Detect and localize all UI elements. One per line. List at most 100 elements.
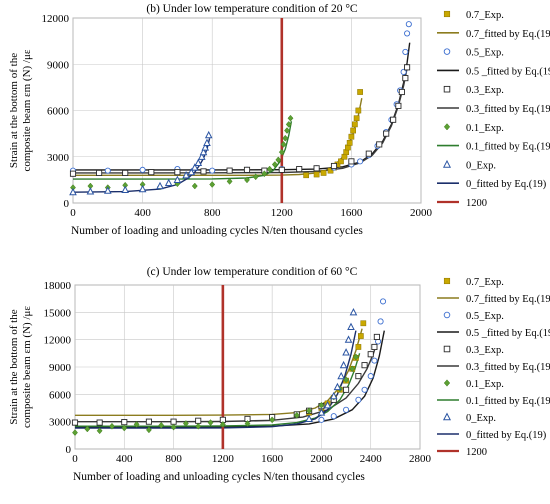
data-point (383, 130, 390, 137)
data-point (187, 167, 196, 176)
legend-label: 0.7_Exp. (466, 10, 504, 21)
data-point (252, 173, 259, 181)
data-point (138, 184, 147, 193)
y-tick-label: 12000 (42, 13, 70, 25)
y-tick-label: 9000 (47, 59, 70, 71)
legend-label: 0.7_fitted by Eq.(19) (466, 29, 550, 40)
data-point (395, 102, 402, 109)
legend-label: 0.7_Exp. (466, 277, 504, 288)
y-tick-label: 3000 (47, 152, 70, 164)
legend-marker (443, 379, 451, 387)
data-point (84, 425, 91, 433)
data-point (96, 427, 103, 435)
y-tick-label: 12000 (44, 335, 72, 347)
data-point (269, 416, 276, 424)
data-point (182, 170, 190, 179)
data-point (282, 134, 289, 142)
data-point (203, 138, 211, 146)
data-point (350, 127, 356, 134)
data-point (133, 421, 140, 428)
legend-label: 0.5_Exp. (466, 311, 504, 322)
data-point (284, 127, 290, 134)
data-point (109, 422, 115, 430)
data-point (390, 116, 397, 123)
y-tick-label: 0 (66, 444, 72, 456)
data-point (367, 351, 374, 358)
data-point (357, 89, 363, 95)
data-point (376, 141, 383, 148)
data-point (327, 167, 334, 174)
data-point (121, 185, 130, 193)
data-point (148, 169, 155, 176)
data-point (355, 107, 362, 114)
data-point (371, 343, 378, 351)
data-point (96, 419, 103, 426)
legend-marker (443, 311, 451, 319)
x-tick-label: 2800 (409, 453, 432, 465)
x-tick-label: 0 (70, 207, 76, 219)
data-point (156, 181, 164, 190)
data-point (200, 168, 207, 175)
x-tick-label: 0 (72, 453, 78, 465)
y-axis-label: Strain at the bottom of thecomposite bea… (8, 49, 33, 171)
legend-marker (443, 123, 451, 131)
legend-label: 0.1_fitted by Eq.(19) (466, 142, 550, 153)
legend-marker (443, 277, 451, 285)
data-point (226, 167, 233, 174)
series-line (75, 330, 357, 429)
data-point (349, 308, 358, 316)
data-point (158, 421, 165, 429)
data-point (190, 163, 199, 171)
data-point (145, 426, 152, 434)
legend-marker (443, 85, 451, 93)
data-point (71, 419, 79, 426)
data-point (103, 186, 112, 194)
data-point (355, 373, 362, 380)
data-point (139, 166, 146, 173)
x-tick-label: 400 (134, 207, 151, 219)
data-point (342, 348, 350, 356)
legend-label: 1200 (466, 198, 487, 209)
x-tick-label: 1200 (271, 207, 294, 219)
data-point (330, 162, 338, 170)
data-point (329, 391, 338, 400)
legend-label: 0.5 _fitted by Eq.(19) (466, 328, 550, 339)
data-point (348, 133, 355, 140)
data-point (174, 169, 181, 176)
data-point (320, 170, 327, 176)
data-point (271, 161, 278, 168)
legend-marker (442, 412, 452, 421)
legend-label: 0_Exp. (466, 413, 496, 424)
legend-marker (443, 345, 451, 353)
chart-title: (c) Under low temperature condition of 6… (147, 266, 358, 278)
y-axis-label: Strain at the bottom of thecomposite bea… (8, 306, 33, 428)
data-point (244, 420, 251, 427)
data-point (194, 158, 203, 167)
x-axis-label: Number of loading and unloading cycles N… (73, 471, 365, 483)
data-point (104, 167, 111, 174)
data-point (323, 400, 332, 409)
data-point (199, 147, 208, 156)
legend-label: 0_fitted by Eq.(19) (466, 179, 547, 190)
legend-label: 0.3_Exp. (466, 345, 504, 356)
data-point (197, 152, 206, 160)
data-point (402, 48, 409, 55)
y-tick-label: 6000 (49, 389, 72, 401)
data-point (195, 417, 202, 424)
data-point (226, 178, 233, 185)
legend-label: 0.5 _fitted by Eq.(19) (466, 66, 550, 77)
data-point (280, 141, 287, 148)
data-point (293, 411, 300, 419)
data-point (318, 416, 325, 423)
data-point (164, 178, 173, 187)
data-point (355, 344, 362, 350)
legend-label: 1200 (466, 447, 487, 458)
data-point (261, 170, 268, 178)
legend-label: 0.3_Exp. (466, 85, 504, 96)
data-point (145, 418, 152, 425)
legend-marker (443, 48, 451, 55)
data-point (367, 373, 374, 380)
legend-label: 0.5_Exp. (466, 48, 504, 59)
x-tick-label: 1600 (340, 207, 363, 219)
data-point (278, 166, 285, 173)
